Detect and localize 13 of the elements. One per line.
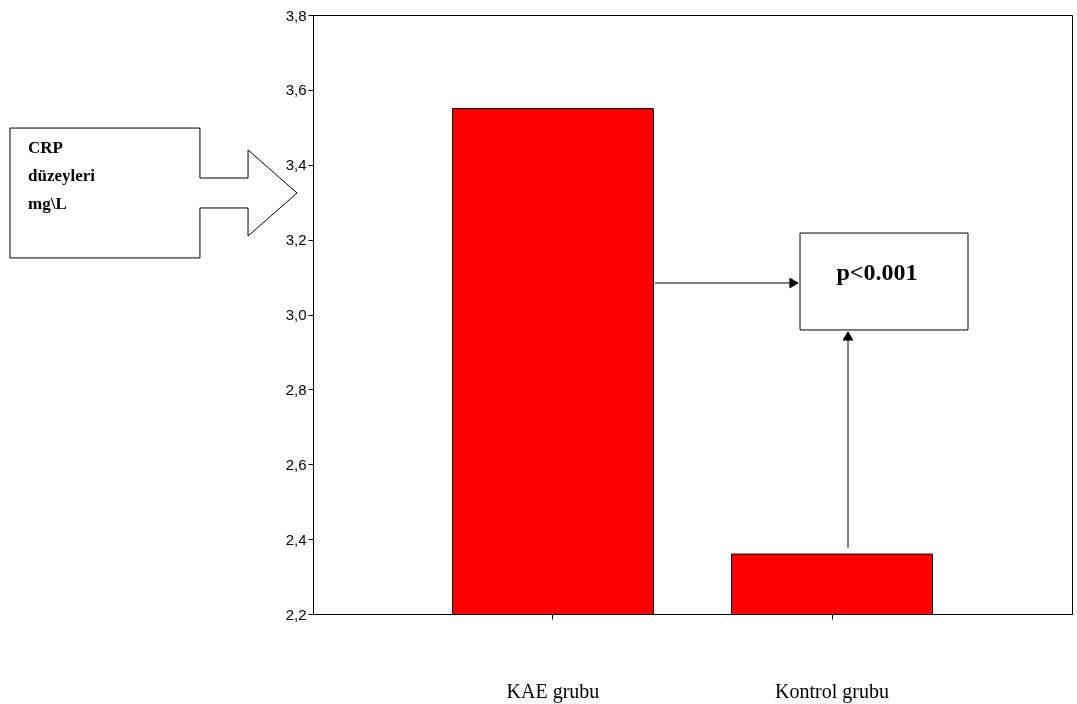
y-tick-label: 3,0 bbox=[285, 306, 307, 323]
y-tick-label: 3,8 bbox=[285, 6, 307, 24]
y-tick-label: 2,2 bbox=[285, 605, 307, 623]
y-tick-label: 2,4 bbox=[285, 530, 307, 548]
y-tick-label: 3,6 bbox=[285, 81, 307, 99]
x-tick-label: KAE grubu bbox=[506, 679, 600, 703]
y-tick-label: 2,6 bbox=[285, 455, 307, 473]
y-tick-label: 3,4 bbox=[285, 156, 307, 174]
y-tick-label: 2,8 bbox=[285, 380, 307, 398]
annotation: p<0.001 bbox=[836, 259, 918, 285]
y-tick-label: 3,2 bbox=[285, 231, 307, 249]
text: CRP düzeyleri mg\L bbox=[28, 138, 96, 213]
x-tick-label: Kontrol grubu bbox=[775, 679, 889, 703]
